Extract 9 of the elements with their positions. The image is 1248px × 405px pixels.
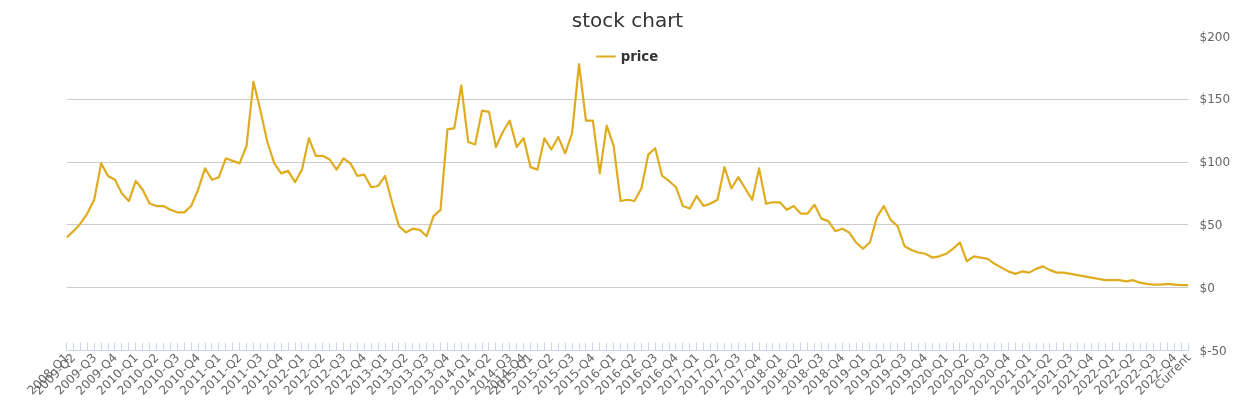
y-tick-label: $50 bbox=[1199, 217, 1223, 232]
y-tick-label: $-50 bbox=[1199, 343, 1227, 358]
y-tick-label: $100 bbox=[1199, 155, 1231, 170]
y-tick-label: $150 bbox=[1199, 92, 1231, 107]
line-series bbox=[66, 63, 1189, 287]
legend-label: price bbox=[620, 48, 659, 64]
y-tick-label: $0 bbox=[1199, 280, 1215, 295]
chart-title: stock chart bbox=[571, 7, 684, 32]
y-tick-label: $200 bbox=[1199, 29, 1231, 44]
